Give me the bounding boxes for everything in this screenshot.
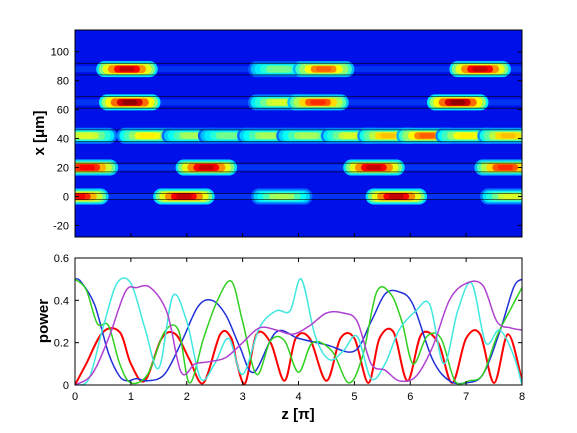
mode-blob-layer	[79, 165, 95, 170]
mode-blob-layer	[503, 194, 519, 199]
mode-blob	[96, 61, 158, 78]
mode-blob	[276, 127, 338, 144]
mode-blob-layer	[380, 133, 396, 139]
power-plot-area	[75, 258, 522, 385]
power-y-tick-label: 0.2	[54, 338, 69, 350]
mode-blob	[287, 94, 349, 111]
mode-blob	[474, 159, 522, 176]
mode-blob-layer	[198, 165, 214, 170]
mode-blob-layer	[271, 99, 287, 105]
mode-blob-layer	[221, 133, 237, 139]
mode-blob	[427, 94, 489, 111]
heatmap-y-tick-label: 20	[57, 163, 69, 175]
power-x-tick-label: 2	[184, 391, 190, 403]
mode-blob-layer	[472, 66, 488, 72]
power-y-axis-label: power	[35, 299, 52, 343]
mode-blob-layer	[500, 133, 516, 139]
mode-blob	[251, 188, 313, 205]
mode-blob-layer	[78, 133, 94, 139]
power-y-tick-label: 0.6	[54, 253, 69, 265]
mode-blob	[480, 188, 522, 205]
waveguide-glow	[75, 164, 522, 171]
power-x-tick-label: 4	[295, 391, 301, 403]
mode-blob-layer	[75, 194, 86, 199]
power-x-axis-label: z [π]	[281, 406, 314, 423]
heatmap-panel: -20 0 20 40 60 80 100 x [μm]	[31, 29, 523, 238]
mode-blob-layer	[274, 194, 290, 199]
power-x-tick-label: 7	[463, 391, 469, 403]
mode-blob	[343, 159, 405, 176]
mode-blob-layer	[122, 99, 138, 105]
power-series-line	[75, 280, 522, 385]
mode-blob-layer	[299, 133, 315, 139]
heatmap-y-tick-label: 0	[63, 191, 69, 203]
mode-blob	[449, 61, 511, 78]
mode-blob-layer	[458, 133, 474, 139]
mode-blob	[99, 94, 161, 111]
mode-blob-layer	[419, 133, 435, 139]
mode-blob-layer	[388, 194, 404, 199]
heatmap-y-tick-label: 40	[57, 134, 69, 146]
mode-blob-layer	[450, 99, 466, 105]
mode-blob	[153, 188, 215, 205]
power-x-tick-label: 5	[351, 391, 357, 403]
mode-blob-layer	[497, 165, 513, 170]
mode-blob-layer	[184, 133, 201, 139]
mode-blob	[75, 127, 117, 144]
power-y-tick-label: 0.4	[54, 295, 69, 307]
power-panel: 0 0.2 0.4 0.6 0 1 2 3 4 5 6 7 8 power z [π]	[35, 253, 525, 423]
mode-blob-layer	[260, 133, 276, 139]
power-y-tick-label: 0	[63, 380, 69, 392]
mode-blob-layer	[140, 133, 156, 139]
power-x-tick-label: 6	[407, 391, 413, 403]
power-x-tick-label: 0	[72, 391, 78, 403]
mode-blob	[477, 127, 522, 144]
mode-blob-layer	[343, 133, 360, 139]
power-x-tick-label: 1	[128, 391, 134, 403]
mode-blob	[175, 159, 238, 176]
power-x-tick-label: 8	[519, 391, 525, 403]
mode-blob-layer	[119, 66, 135, 72]
mode-blob-layer	[176, 194, 192, 199]
heatmap-y-tick-label: 100	[51, 47, 69, 59]
heatmap-y-tick-label: 60	[57, 105, 69, 117]
mode-blob	[365, 188, 428, 205]
mode-blob-layer	[366, 165, 382, 170]
mode-blob	[292, 61, 355, 78]
mode-blob-layer	[316, 66, 332, 72]
power-series-line	[75, 277, 522, 385]
mode-blob	[248, 61, 310, 78]
mode-blob-layer	[271, 66, 287, 72]
heatmap-y-tick-label: 80	[57, 76, 69, 88]
power-x-tick-label: 3	[240, 391, 246, 403]
heatmap-y-tick-label: -20	[53, 220, 69, 232]
heatmap-y-axis-label: x [μm]	[31, 110, 48, 155]
mode-blob-layer	[310, 99, 326, 105]
